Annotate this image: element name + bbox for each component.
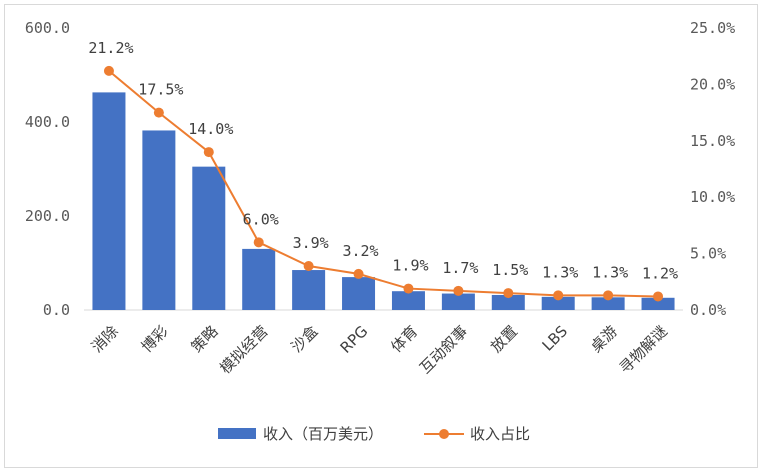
bar-2 xyxy=(192,166,226,310)
share-data-label-11: 1.2% xyxy=(642,264,678,282)
share-data-label-8: 1.5% xyxy=(492,261,528,279)
share-data-label-3: 6.0% xyxy=(243,210,279,228)
share-point-11 xyxy=(653,291,664,302)
legend-bar-swatch xyxy=(218,428,256,439)
share-point-8 xyxy=(503,288,514,299)
share-point-3 xyxy=(253,237,264,248)
share-point-6 xyxy=(403,283,414,294)
y-right-tick-label: 25.0% xyxy=(690,19,735,37)
share-data-label-6: 1.9% xyxy=(392,257,428,275)
share-data-label-7: 1.7% xyxy=(442,259,478,277)
legend-bar-label: 收入（百万美元） xyxy=(263,425,383,443)
legend-line-label: 收入占比 xyxy=(470,425,530,443)
share-data-label-4: 3.9% xyxy=(293,234,329,252)
share-line xyxy=(108,70,659,298)
bar-5 xyxy=(342,277,376,310)
category-label-8: 放置 xyxy=(487,322,521,356)
y-right-tick-label: 20.0% xyxy=(690,75,735,93)
bar-4 xyxy=(292,270,326,310)
share-point-10 xyxy=(603,290,614,301)
share-point-1 xyxy=(153,107,164,118)
y-left-tick-label: 200.0 xyxy=(25,207,70,225)
share-data-label-1: 17.5% xyxy=(138,81,183,99)
share-point-7 xyxy=(453,285,464,296)
category-label-10: 桌游 xyxy=(587,322,621,356)
bar-3 xyxy=(242,248,276,310)
bar-11 xyxy=(641,297,675,310)
category-label-2: 策略 xyxy=(188,322,222,356)
share-point-5 xyxy=(353,268,364,279)
y-left-tick-label: 600.0 xyxy=(25,19,70,37)
category-label-3: 模拟经营 xyxy=(216,322,271,377)
y-left-tick-label: 400.0 xyxy=(25,113,70,131)
bar-8 xyxy=(491,294,525,310)
y-right-tick-label: 15.0% xyxy=(690,132,735,150)
share-data-label-5: 3.2% xyxy=(342,242,378,260)
category-label-1: 博彩 xyxy=(138,322,172,356)
bar-7 xyxy=(441,293,475,310)
share-data-label-0: 21.2% xyxy=(88,39,133,57)
category-label-11: 寻物解谜 xyxy=(616,322,671,377)
share-data-label-10: 1.3% xyxy=(592,263,628,281)
category-label-9: LBS xyxy=(539,322,571,354)
bar-0 xyxy=(92,92,126,310)
bar-1 xyxy=(142,130,176,310)
category-label-0: 消除 xyxy=(88,322,122,356)
bar-10 xyxy=(591,297,625,310)
category-label-6: 体育 xyxy=(387,322,421,356)
share-point-2 xyxy=(203,147,214,158)
y-right-tick-label: 10.0% xyxy=(690,188,735,206)
chart-frame xyxy=(4,4,758,468)
legend-line-marker xyxy=(439,429,449,439)
category-label-7: 互动叙事 xyxy=(416,322,471,377)
category-label-4: 沙盒 xyxy=(288,322,322,356)
y-right-tick-label: 0.0% xyxy=(690,301,726,319)
share-point-9 xyxy=(553,290,564,301)
y-right-tick-label: 5.0% xyxy=(690,245,726,263)
share-point-0 xyxy=(103,65,114,76)
bar-6 xyxy=(391,291,425,310)
share-point-4 xyxy=(303,261,314,272)
y-left-tick-label: 0.0 xyxy=(43,301,70,319)
category-label-5: RPG xyxy=(337,322,372,357)
share-data-label-2: 14.0% xyxy=(188,120,233,138)
share-data-label-9: 1.3% xyxy=(542,263,578,281)
bar-9 xyxy=(541,296,575,310)
